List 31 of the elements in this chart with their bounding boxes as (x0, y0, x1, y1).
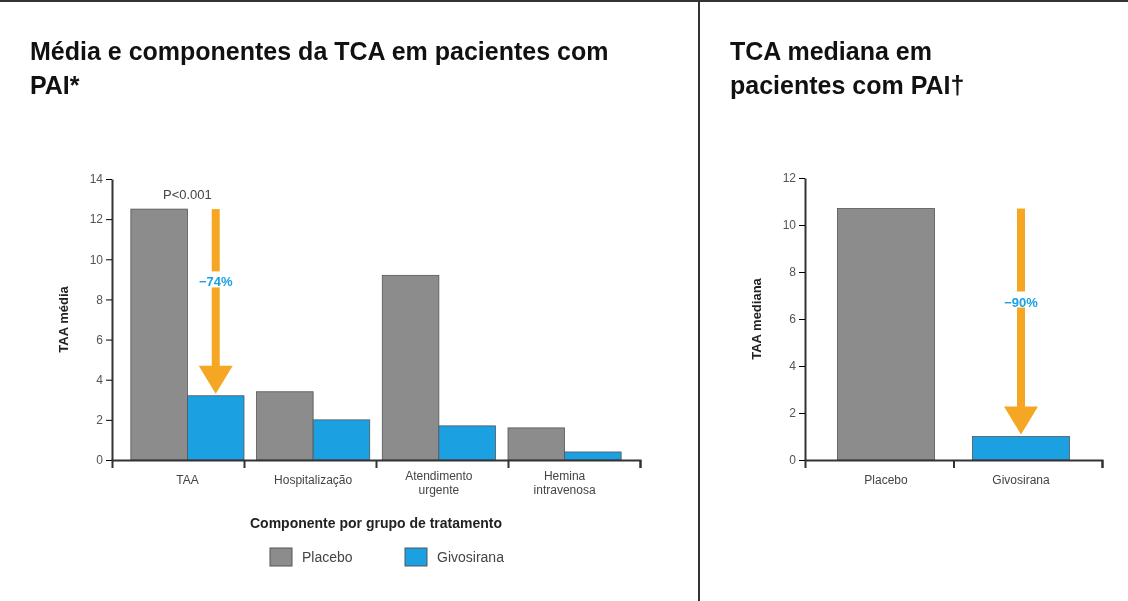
annotation: −74% (198, 274, 233, 290)
y-tick-label: 10 (89, 252, 104, 267)
x-tick-label: Hospitalização (274, 473, 353, 487)
y-tick-label: 12 (89, 212, 104, 227)
y-tick-label: 8 (96, 292, 104, 307)
y-tick-label: 0 (789, 453, 797, 468)
x-tick-label: TAA (176, 473, 199, 487)
y-tick-label: 12 (782, 171, 797, 186)
y-tick-label: 8 (789, 265, 797, 280)
y-tick-label: 0 (96, 453, 104, 468)
annotation: −90% (1004, 294, 1039, 310)
chart-title: Média e componentes da TCA em pacientes com PAI* (30, 36, 610, 101)
annotation: P<0.001 (163, 187, 212, 202)
x-tick-label: Atendimento urgente (405, 469, 473, 497)
y-axis-title: TAA média (56, 285, 71, 353)
y-tick-label: 2 (96, 413, 104, 428)
x-tick-label: Givosirana (992, 473, 1050, 487)
y-tick-label: 2 (789, 406, 797, 421)
chart-title: TCA mediana em pacientes com PAI† (730, 36, 966, 101)
x-tick-label: Hemina intravenosa (533, 469, 596, 497)
y-tick-label: 10 (782, 218, 797, 233)
y-tick-label: 14 (89, 172, 104, 187)
y-tick-label: 4 (789, 359, 797, 374)
y-tick-label: 6 (96, 332, 104, 347)
x-axis-title: Componente por grupo de tratamento (250, 515, 502, 531)
y-tick-label: 6 (789, 312, 797, 327)
y-tick-label: 4 (96, 373, 104, 388)
legend-label: Givosirana (437, 549, 505, 565)
x-tick-label: Placebo (864, 473, 908, 487)
y-axis-title: TAA mediana (749, 277, 764, 360)
legend-label: Placebo (302, 549, 353, 565)
